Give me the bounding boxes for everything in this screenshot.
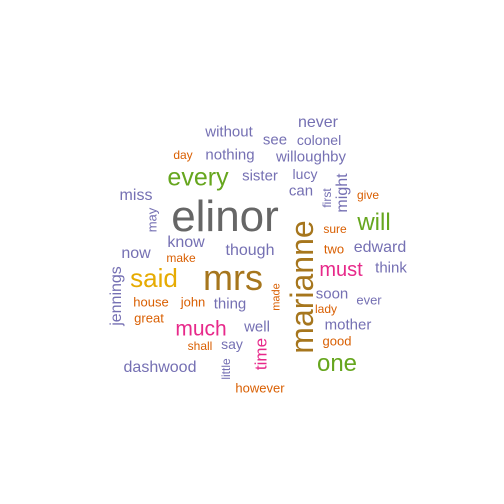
word-never: never bbox=[297, 114, 339, 131]
word-can: can bbox=[288, 182, 314, 200]
word-might: might bbox=[334, 173, 351, 213]
word-made: made bbox=[270, 283, 283, 311]
word-sister: sister bbox=[242, 167, 278, 185]
word-well: well bbox=[244, 318, 270, 336]
word-house: house bbox=[133, 294, 169, 310]
word-one: one bbox=[316, 350, 358, 377]
word-colonel: colonel bbox=[296, 132, 342, 148]
word-good: good bbox=[322, 333, 352, 349]
word-shall: shall bbox=[187, 339, 213, 353]
word-sure: sure bbox=[323, 222, 347, 236]
word-nothing: nothing bbox=[205, 146, 255, 164]
word-lady: lady bbox=[314, 302, 338, 316]
word-give: give bbox=[356, 188, 380, 202]
word-miss: miss bbox=[119, 187, 153, 204]
word-will: will bbox=[357, 209, 391, 236]
word-marianne: marianne bbox=[284, 220, 320, 354]
word-lucy: lucy bbox=[292, 166, 318, 182]
word-mother: mother bbox=[324, 316, 372, 334]
word-know: know bbox=[167, 234, 205, 251]
word-make: make bbox=[166, 251, 196, 265]
word-see: see bbox=[262, 131, 288, 149]
word-willoughby: willoughby bbox=[275, 148, 347, 166]
word-first: first bbox=[320, 188, 334, 208]
word-two: two bbox=[323, 241, 345, 257]
word-day: day bbox=[173, 148, 193, 162]
word-may: may bbox=[144, 207, 160, 233]
word-dashwood: dashwood bbox=[123, 359, 197, 376]
word-ever: ever bbox=[356, 292, 382, 308]
word-elinor: elinor bbox=[171, 192, 279, 241]
word-say: say bbox=[221, 336, 243, 352]
word-little: little bbox=[219, 358, 233, 380]
word-however: however bbox=[235, 380, 285, 396]
word-soon: soon bbox=[315, 285, 349, 303]
word-now: now bbox=[121, 245, 151, 262]
word-every: every bbox=[167, 163, 229, 192]
word-think: think bbox=[375, 259, 407, 277]
word-jennings: jennings bbox=[108, 266, 125, 326]
word-mrs: mrs bbox=[203, 257, 263, 298]
word-edward: edward bbox=[353, 239, 407, 256]
word-thing: thing bbox=[213, 295, 247, 313]
word-said: said bbox=[130, 263, 178, 293]
word-though: though bbox=[225, 242, 275, 259]
word-much: much bbox=[175, 317, 227, 341]
word-time: time bbox=[251, 337, 271, 371]
word-john: john bbox=[180, 294, 206, 310]
word-must: must bbox=[319, 259, 363, 281]
word-without: without bbox=[205, 123, 253, 141]
word-great: great bbox=[134, 310, 164, 326]
